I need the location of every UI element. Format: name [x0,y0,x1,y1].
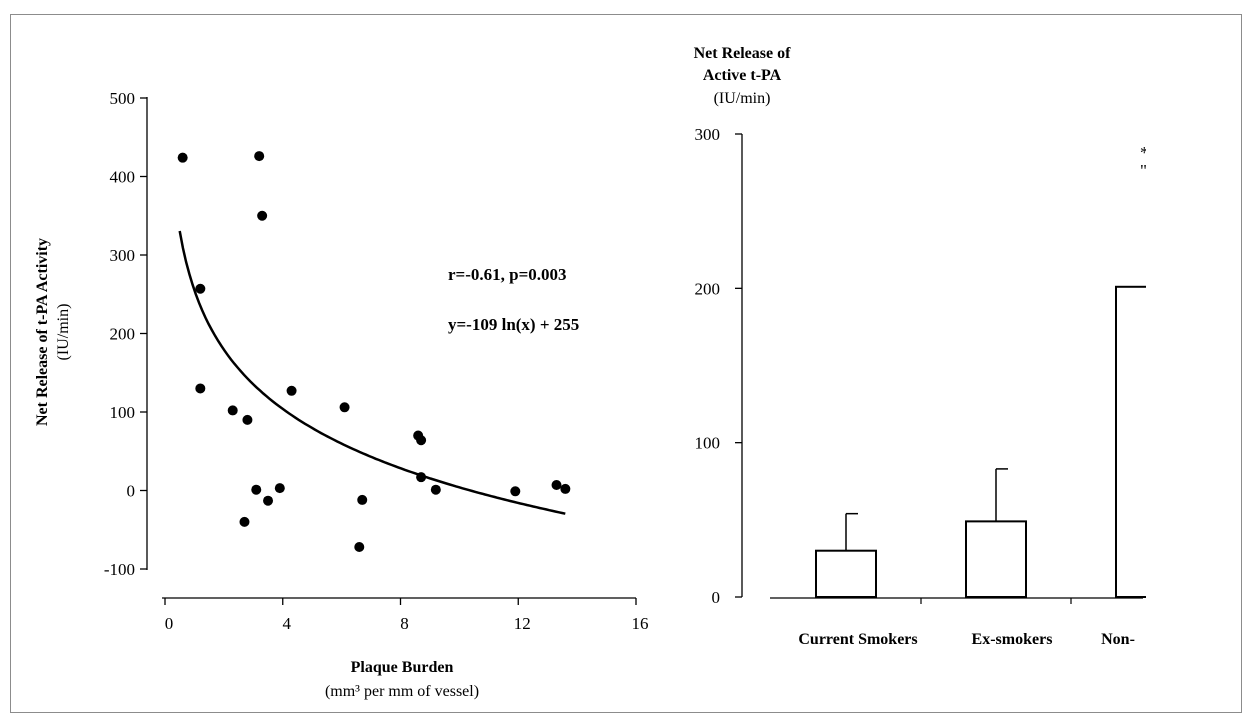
bar-y-unit: (IU/min) [714,90,771,107]
bar-title-line-1: Net Release of [694,45,792,62]
scatter-point [510,486,521,497]
bar [965,520,1027,598]
scatter-point [239,516,250,527]
scatter-y-tick-label: 500 [110,89,136,108]
scatter-point [263,495,274,506]
scatter-y-tick-label: 0 [127,482,136,501]
bar-category-label: Non- [1101,631,1135,648]
bar-y-tick-label: 300 [695,125,721,144]
bar-title-line-2: Active t-PA [703,67,782,84]
scatter-point [416,435,427,446]
bar [815,549,877,599]
scatter-point [257,210,268,221]
correlation-annotation: r=-0.61, p=0.003 [448,265,567,284]
scatter-x-unit: (mm³ per mm of vessel) [325,683,479,700]
scatter-point [177,152,188,163]
scatter-y-tick-label: 100 [110,403,136,422]
scatter-y-tick-label: 200 [110,325,136,344]
scatter-point [430,484,441,495]
scatter-point [339,402,350,413]
bar-chart: Net Release of Active t-PA (IU/min) 300 2… [694,45,1177,648]
partial-mark-2: " [1140,161,1147,180]
scatter-point [286,385,297,396]
crop-mask [1146,120,1236,680]
partial-mark-1: * [1140,143,1149,162]
scatter-x-tick-label: 12 [514,614,531,633]
scatter-point [354,542,365,553]
scatter-point [551,480,562,491]
scatter-x-label: Plaque Burden [351,659,454,676]
scatter-x-tick-label: 0 [165,614,174,633]
scatter-point [195,283,206,294]
scatter-point [242,414,253,425]
bar-y-tick-label: 100 [695,434,721,453]
scatter-point [357,494,368,505]
scatter-point [274,483,285,494]
scatter-y-tick-label: 300 [110,246,136,265]
equation-annotation: y=-109 ln(x) + 255 [448,315,579,334]
scatter-point [560,483,571,494]
scatter-point [254,151,265,162]
scatter-point [195,383,206,394]
scatter-point [251,484,262,495]
bar-y-tick-label: 0 [712,588,721,607]
scatter-y-unit: (IU/min) [55,304,72,361]
scatter-x-tick-label: 8 [400,614,409,633]
bar-y-tick-label: 200 [695,279,721,298]
bar-category-label: Ex-smokers [972,631,1053,648]
scatter-x-tick-label: 4 [283,614,292,633]
figure-frame [10,14,1242,713]
scatter-y-tick-label: 400 [110,168,136,187]
scatter-point [416,472,427,483]
scatter-plot: 500 400 300 200 100 0 -100 0 4 8 12 16 r=-0.61, p=… [34,89,649,700]
scatter-point [227,405,238,416]
scatter-x-tick-label: 16 [632,614,649,633]
scatter-y-label: Net Release of t-PA Activity [34,238,51,426]
bar-category-label: Current Smokers [798,631,917,648]
scatter-y-tick-label: -100 [104,560,135,579]
log-fit-curve [178,230,566,515]
